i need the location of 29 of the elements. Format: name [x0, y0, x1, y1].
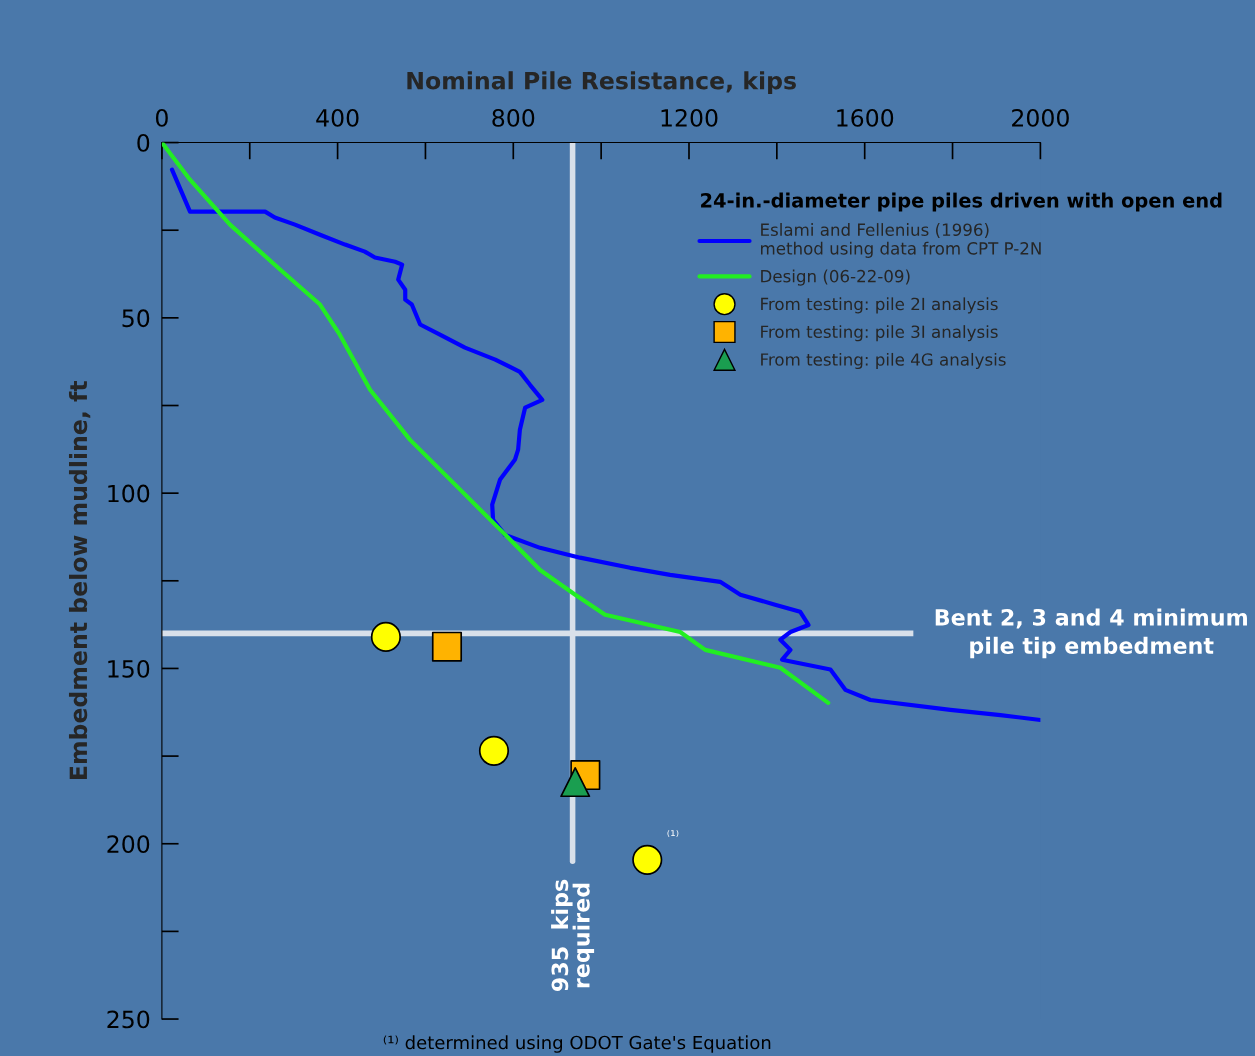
x-axis-title: Nominal Pile Resistance, kips	[407, 71, 796, 95]
ref-line-label: 935 kips required	[551, 879, 595, 992]
legend-label: Eslami and Fellenius (1996) method using data from CPT P-2N	[761, 223, 1041, 258]
legend-label: Design (06-22-09)	[761, 269, 910, 286]
legend-label: From testing: pile 2I analysis	[761, 297, 998, 314]
x-tick-label: 800	[492, 109, 535, 127]
x-tick-label: 2000	[1012, 109, 1069, 127]
point	[431, 631, 463, 662]
y-tick-label: 0	[137, 134, 150, 152]
legend-label: From testing: pile 3I analysis	[761, 325, 998, 342]
y-tick-label: 250	[107, 1010, 150, 1029]
x-tick-label: 0	[155, 109, 168, 127]
legend-label: From testing: pile 4G analysis	[761, 352, 1006, 370]
point	[632, 844, 663, 875]
y-tick-label: 150	[108, 659, 150, 678]
x-tick-label: 400	[316, 109, 359, 127]
text: ⁽¹⁾ determined using ODOT Gate's Equation	[383, 1035, 771, 1053]
point	[478, 735, 510, 766]
point	[370, 621, 401, 652]
y-axis-title: Embedment below mudline, ft	[68, 380, 91, 780]
y-tick-label: 50	[122, 309, 150, 328]
y-tick-label: 100	[108, 484, 150, 503]
x-tick-label: 1200	[661, 109, 718, 127]
x-tick-label: 1600	[837, 109, 894, 127]
y-tick-label: 200	[107, 835, 150, 854]
ref-line-label: Bent 2, 3 and 4 minimum pile tip embedment	[935, 608, 1247, 659]
annotation: ⁽¹⁾	[667, 830, 679, 837]
point	[560, 766, 591, 798]
legend-title: 24-in.-diameter pipe piles driven with open end	[701, 192, 1222, 212]
